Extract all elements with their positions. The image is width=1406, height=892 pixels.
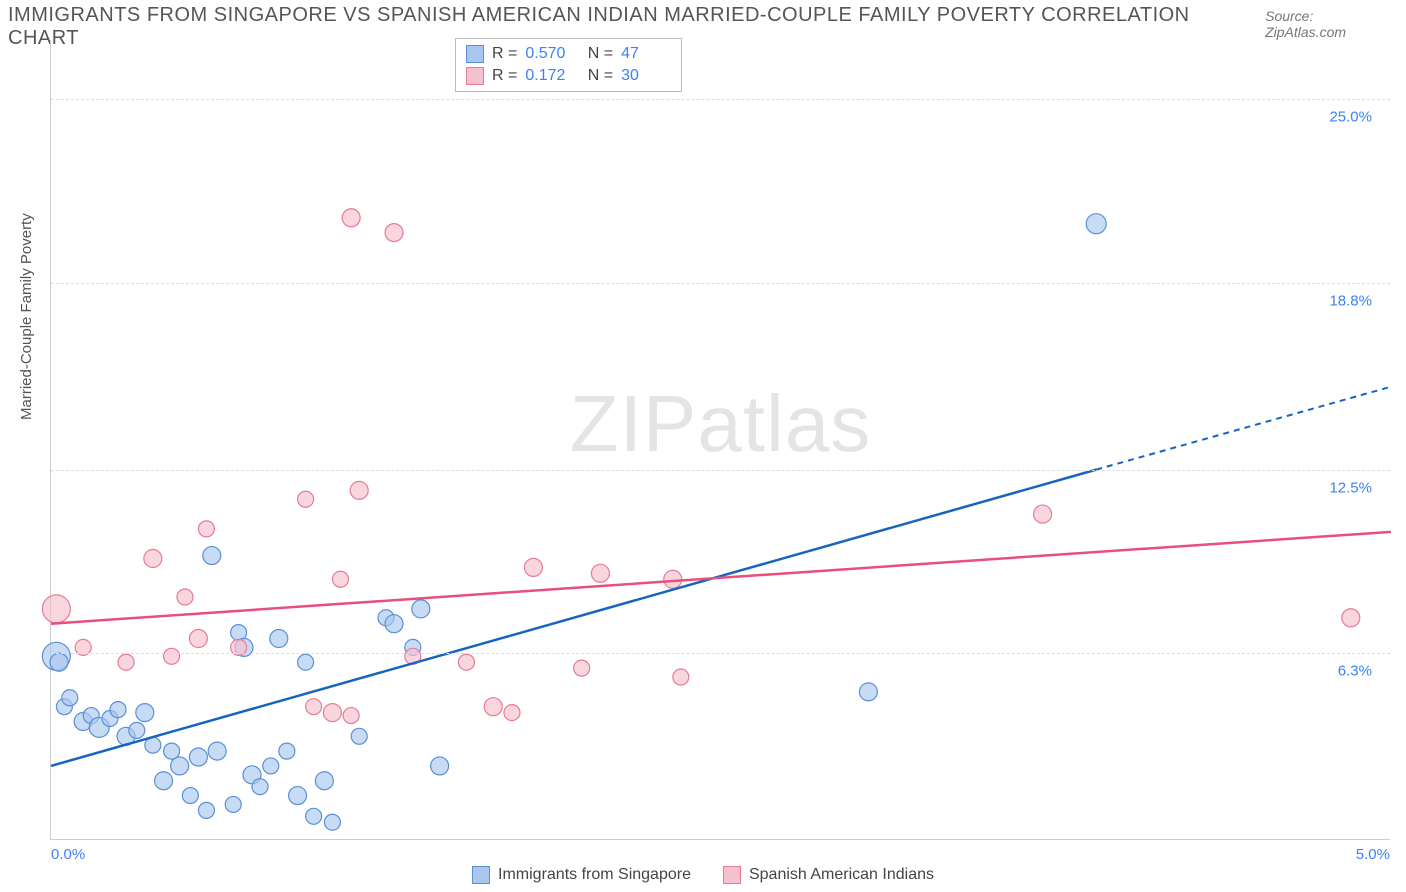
stats-row: R = 0.570 N = 47 [466, 43, 671, 65]
stat-r-value: 0.172 [525, 67, 575, 85]
trend-line [51, 470, 1096, 766]
data-point [385, 224, 403, 242]
stat-r-label: R = [492, 45, 517, 63]
trend-line [51, 532, 1391, 624]
data-point [289, 787, 307, 805]
y-tick-label: 12.5% [1329, 479, 1372, 496]
data-point [129, 722, 145, 738]
data-point [42, 595, 70, 623]
data-point [136, 704, 154, 722]
data-point [1086, 214, 1106, 234]
y-tick-label: 18.8% [1329, 292, 1372, 309]
data-point [110, 702, 126, 718]
data-point [198, 521, 214, 537]
legend-label: Immigrants from Singapore [498, 866, 691, 884]
data-point [177, 589, 193, 605]
data-point [50, 653, 68, 671]
data-point [270, 630, 288, 648]
data-point [385, 615, 403, 633]
data-point [574, 660, 590, 676]
data-point [203, 547, 221, 565]
data-point [118, 654, 134, 670]
x-tick-left: 0.0% [51, 846, 85, 863]
data-point [252, 779, 268, 795]
data-point [62, 690, 78, 706]
data-point [524, 558, 542, 576]
data-point [306, 699, 322, 715]
data-point [1342, 609, 1360, 627]
data-point [189, 630, 207, 648]
stats-row: R = 0.172 N = 30 [466, 65, 671, 87]
data-point [412, 600, 430, 618]
data-point [591, 564, 609, 582]
chart-source: Source: ZipAtlas.com [1265, 8, 1398, 40]
legend-swatch [723, 866, 741, 884]
data-point [504, 705, 520, 721]
stat-n-label: N = [583, 67, 613, 85]
data-point [332, 571, 348, 587]
legend-swatch [466, 67, 484, 85]
data-point [189, 748, 207, 766]
data-point [298, 654, 314, 670]
data-point [279, 743, 295, 759]
data-point [306, 808, 322, 824]
stat-n-value: 47 [621, 45, 671, 63]
data-point [144, 550, 162, 568]
data-point [155, 772, 173, 790]
data-point [484, 698, 502, 716]
stat-r-value: 0.570 [525, 45, 575, 63]
data-point [198, 802, 214, 818]
stats-legend: R = 0.570 N = 47 R = 0.172 N = 30 [455, 38, 682, 92]
gridline [51, 99, 1390, 100]
y-axis-label: Married-Couple Family Poverty [18, 213, 35, 420]
data-point [859, 683, 877, 701]
data-point [1034, 505, 1052, 523]
plot-area: ZIPatlas 0.0% 5.0% 6.3%12.5%18.8%25.0% [50, 40, 1390, 840]
gridline [51, 653, 1390, 654]
data-point [431, 757, 449, 775]
data-point [458, 654, 474, 670]
y-tick-label: 6.3% [1338, 663, 1372, 680]
x-tick-right: 5.0% [1356, 846, 1390, 863]
data-point [298, 491, 314, 507]
stat-r-label: R = [492, 67, 517, 85]
stat-n-label: N = [583, 45, 613, 63]
data-point [350, 481, 368, 499]
data-point [673, 669, 689, 685]
gridline [51, 283, 1390, 284]
data-point [342, 209, 360, 227]
legend-swatch [466, 45, 484, 63]
data-point [164, 648, 180, 664]
trend-line-extrapolated [1096, 387, 1391, 470]
data-point [664, 570, 682, 588]
bottom-legend: Immigrants from Singapore Spanish America… [0, 866, 1406, 884]
y-tick-label: 25.0% [1329, 109, 1372, 126]
stat-n-value: 30 [621, 67, 671, 85]
legend-item: Spanish American Indians [723, 866, 934, 884]
data-point [208, 742, 226, 760]
data-point [351, 728, 367, 744]
data-point [343, 708, 359, 724]
data-point [182, 788, 198, 804]
data-point [171, 757, 189, 775]
legend-label: Spanish American Indians [749, 866, 934, 884]
gridline [51, 470, 1390, 471]
data-point [323, 704, 341, 722]
legend-item: Immigrants from Singapore [472, 866, 691, 884]
data-point [324, 814, 340, 830]
data-point [225, 796, 241, 812]
scatter-chart [51, 40, 1391, 840]
data-point [263, 758, 279, 774]
data-point [315, 772, 333, 790]
legend-swatch [472, 866, 490, 884]
